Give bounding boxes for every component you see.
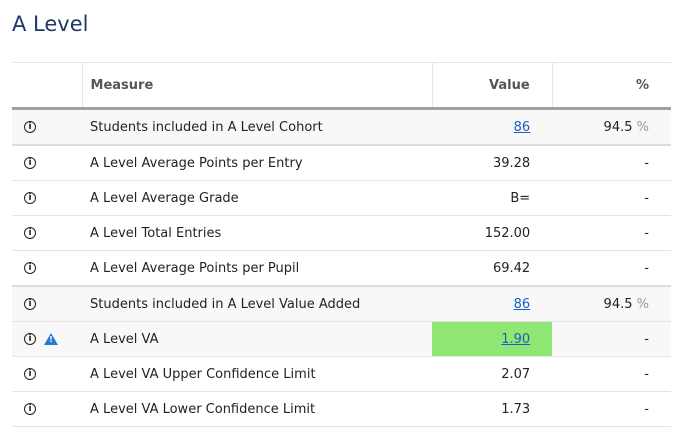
icon-cell: i	[12, 356, 83, 392]
pct-cell: -	[552, 250, 671, 287]
value-header: Value	[431, 62, 553, 110]
info-circle-icon[interactable]: i	[24, 121, 36, 133]
info-circle-icon[interactable]: i	[24, 157, 36, 169]
value-link[interactable]: 86	[513, 119, 531, 135]
measure-header: Measure	[81, 62, 433, 110]
value-cell: B=	[432, 180, 553, 216]
pct-value: 94.5	[603, 119, 633, 135]
icon-cell: i	[12, 180, 83, 216]
value-cell: 69.42	[432, 250, 553, 287]
table-row: i A Level Average Grade B= -	[12, 180, 671, 216]
measure-cell: Students included in A Level Cohort	[82, 108, 433, 146]
info-circle-icon[interactable]: i	[24, 298, 36, 310]
page-title: A Level	[12, 12, 89, 36]
value-cell: 152.00	[432, 215, 553, 251]
info-circle-icon[interactable]: i	[24, 227, 36, 239]
pct-cell: -	[552, 321, 671, 357]
pct-value: -	[644, 260, 649, 276]
value-link[interactable]: 1.90	[501, 331, 531, 347]
warning-glyph: !	[49, 335, 53, 344]
table-header: Measure Value %	[12, 62, 671, 110]
icon-column-header	[12, 62, 83, 110]
info-circle-icon[interactable]: i	[24, 192, 36, 204]
value-text: 69.42	[492, 260, 531, 276]
value-cell: 1.90	[432, 321, 553, 357]
measure-cell: A Level Average Points per Pupil	[82, 250, 433, 287]
value-cell: 1.73	[432, 391, 553, 427]
icon-cell: i	[12, 108, 83, 146]
icon-cell: i	[12, 145, 83, 181]
table-row: i Students included in A Level Cohort 86…	[12, 108, 671, 146]
pct-value: 94.5	[603, 296, 633, 312]
info-circle-icon[interactable]: i	[24, 368, 36, 380]
pct-cell: 94.5 %	[552, 108, 671, 146]
table-row: i A Level Average Points per Pupil 69.42…	[12, 250, 671, 287]
table-row: i A Level VA Upper Confidence Limit 2.07…	[12, 356, 671, 392]
pct-unit: %	[636, 296, 649, 312]
info-circle-icon[interactable]: i	[24, 333, 36, 345]
table-row: i A Level VA Lower Confidence Limit 1.73…	[12, 391, 671, 427]
icon-cell: i	[12, 250, 83, 287]
value-cell: 86	[432, 108, 553, 146]
measure-cell: A Level Average Grade	[82, 180, 433, 216]
pct-header: %	[551, 62, 671, 110]
value-cell: 2.07	[432, 356, 553, 392]
pct-cell: -	[552, 391, 671, 427]
pct-cell: 94.5 %	[552, 286, 671, 322]
warning-triangle-icon[interactable]: !	[44, 333, 58, 345]
table-row: i! A Level VA 1.90 -	[12, 321, 671, 357]
icon-cell: i	[12, 286, 83, 322]
table-row: i A Level Average Points per Entry 39.28…	[12, 145, 671, 181]
icon-cell: i	[12, 215, 83, 251]
value-text: 1.73	[501, 401, 531, 417]
pct-value: -	[644, 401, 649, 417]
pct-cell: -	[552, 180, 671, 216]
pct-value: -	[644, 331, 649, 347]
value-text: 2.07	[501, 366, 531, 382]
measure-cell: A Level Total Entries	[82, 215, 433, 251]
value-text: 39.28	[492, 155, 531, 171]
value-text: B=	[510, 190, 531, 206]
value-text: 152.00	[484, 225, 531, 241]
icon-cell: i	[12, 391, 83, 427]
table-row: i A Level Total Entries 152.00 -	[12, 215, 671, 251]
pct-value: -	[644, 225, 649, 241]
pct-cell: -	[552, 145, 671, 181]
value-link[interactable]: 86	[513, 296, 531, 312]
info-circle-icon[interactable]: i	[24, 403, 36, 415]
measure-cell: A Level VA Lower Confidence Limit	[82, 391, 433, 427]
pct-value: -	[644, 366, 649, 382]
pct-value: -	[644, 155, 649, 171]
table-row: i Students included in A Level Value Add…	[12, 286, 671, 322]
info-circle-icon[interactable]: i	[24, 262, 36, 274]
pct-cell: -	[552, 215, 671, 251]
value-cell: 86	[432, 286, 553, 322]
pct-unit: %	[636, 119, 649, 135]
pct-cell: -	[552, 356, 671, 392]
measure-cell: A Level VA	[82, 321, 433, 357]
icon-cell: i!	[12, 321, 83, 357]
measure-cell: A Level VA Upper Confidence Limit	[82, 356, 433, 392]
measure-cell: Students included in A Level Value Added	[82, 286, 433, 322]
value-cell: 39.28	[432, 145, 553, 181]
measure-cell: A Level Average Points per Entry	[82, 145, 433, 181]
pct-value: -	[644, 190, 649, 206]
a-level-table: Measure Value % i Students included in A…	[12, 62, 671, 427]
